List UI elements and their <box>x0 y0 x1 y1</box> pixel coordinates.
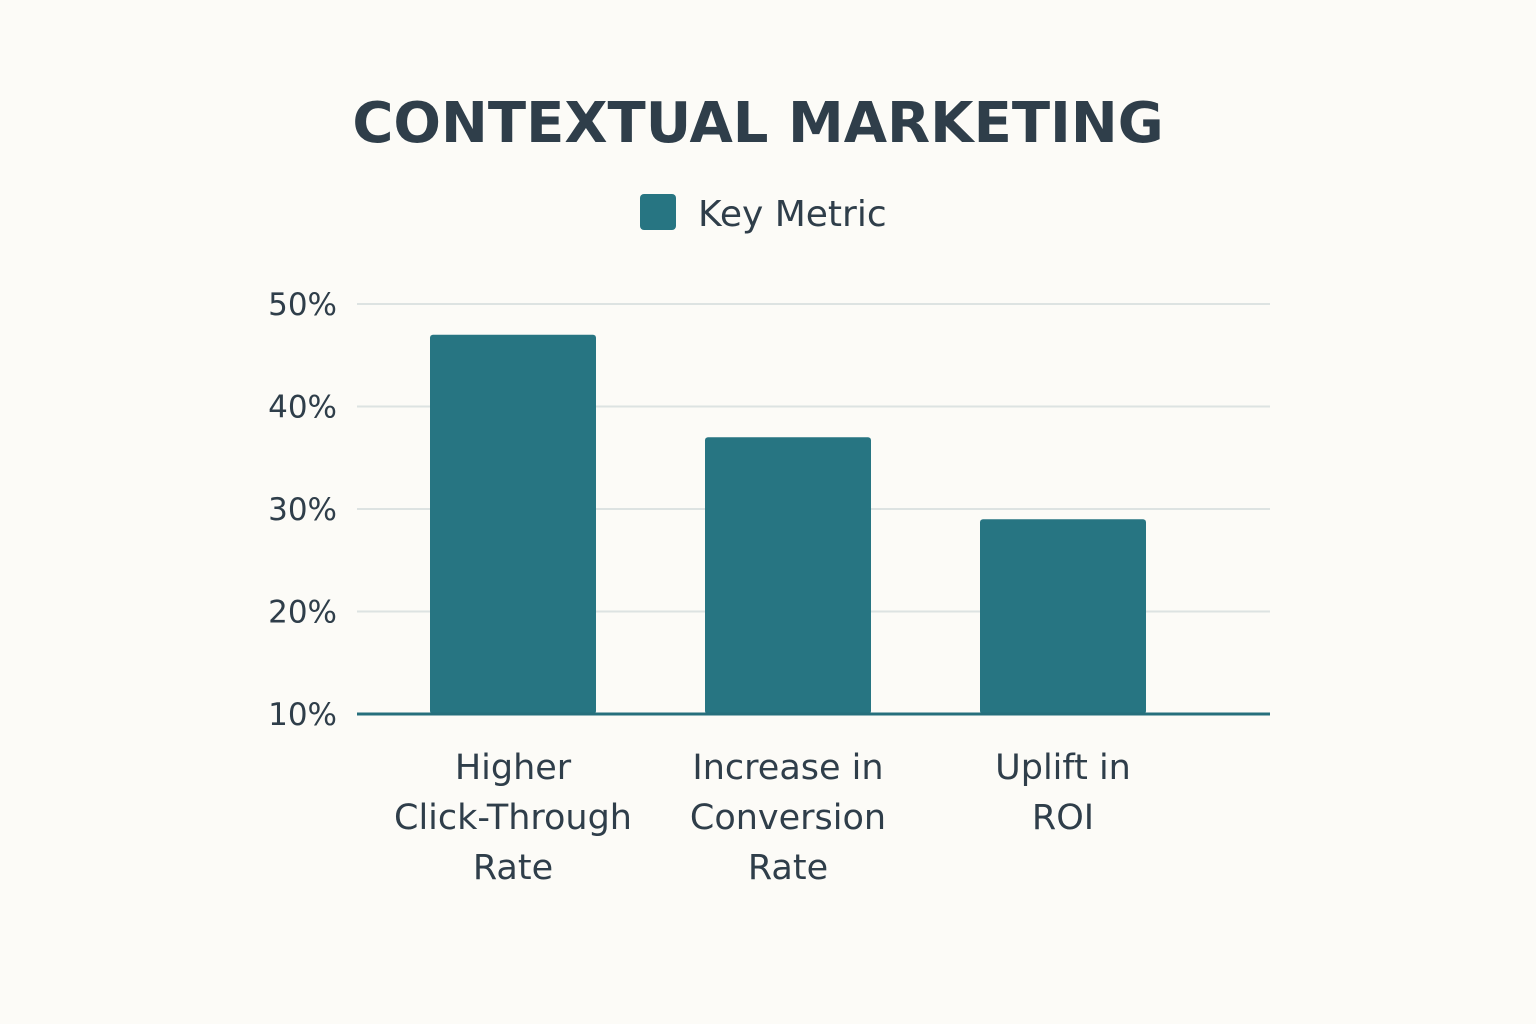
y-tick-label: 40% <box>268 390 337 426</box>
y-tick-label: 30% <box>268 492 337 528</box>
y-tick-label: 20% <box>268 595 337 631</box>
y-axis-tick-labels: 10% 20% 30% 40% 50% <box>268 287 337 733</box>
y-tick-label: 50% <box>268 287 337 323</box>
legend: Key Metric <box>640 194 887 235</box>
bar <box>980 519 1146 714</box>
bar <box>705 437 871 714</box>
y-tick-label: 10% <box>268 697 337 733</box>
x-category-label: Uplift in ROI <box>995 748 1131 838</box>
chart-title: CONTEXTUAL MARKETING <box>352 91 1163 156</box>
x-category-label: Increase in Conversion Rate <box>690 748 886 888</box>
bar <box>430 334 596 714</box>
legend-swatch <box>640 194 676 230</box>
legend-label: Key Metric <box>698 194 887 235</box>
x-axis-category-labels: Higher Click-Through Rate Increase in Conver… <box>394 748 1131 888</box>
bars <box>430 334 1146 714</box>
x-category-label: Higher Click-Through Rate <box>394 748 632 888</box>
